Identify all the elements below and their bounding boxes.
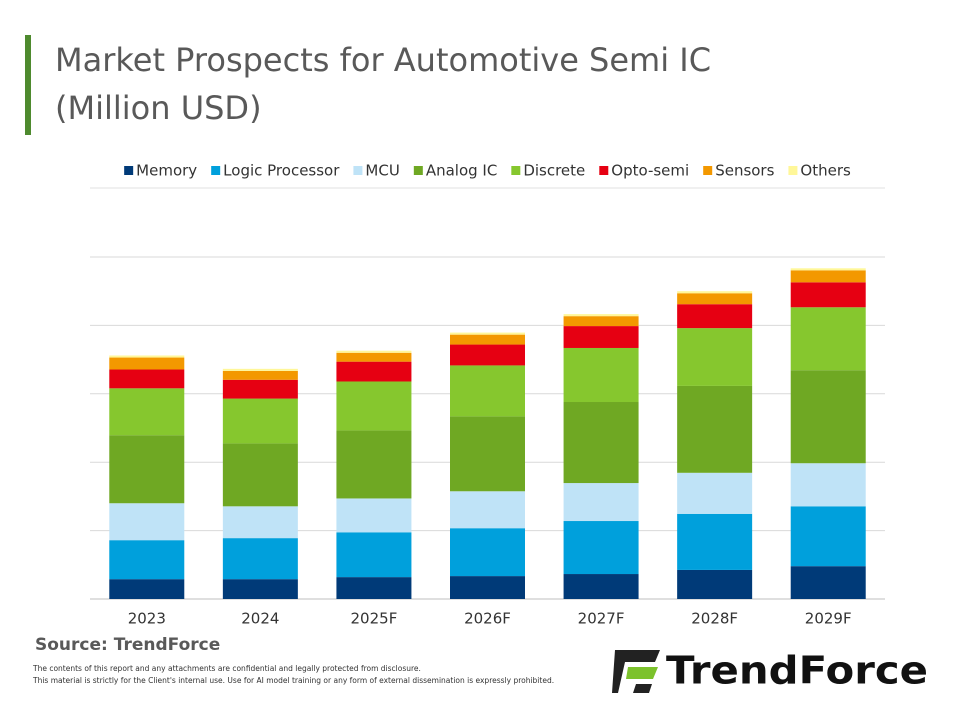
bar-segment bbox=[563, 402, 639, 484]
logo-icon bbox=[612, 650, 660, 693]
bar-segment bbox=[109, 355, 185, 358]
chart-title: Market Prospects for Automotive Semi IC … bbox=[55, 41, 712, 127]
title-accent bbox=[25, 35, 31, 135]
bar-segment bbox=[790, 463, 866, 507]
bar-segment bbox=[336, 577, 412, 599]
legend-label: Analog IC bbox=[426, 162, 498, 180]
bar-segment bbox=[450, 344, 525, 366]
bar-segment bbox=[336, 352, 412, 362]
legend-swatch bbox=[413, 166, 423, 175]
bar-segment bbox=[677, 569, 753, 599]
bar-segment bbox=[222, 368, 298, 371]
legend-swatch bbox=[599, 166, 609, 175]
bar-segment bbox=[563, 574, 639, 599]
x-tick-label: 2029F bbox=[805, 610, 852, 628]
bar-segment bbox=[677, 513, 753, 570]
bar-segment bbox=[336, 381, 412, 431]
x-tick-label: 2028F bbox=[691, 610, 738, 628]
legend-label: Discrete bbox=[523, 162, 585, 180]
bar-segment bbox=[109, 388, 185, 436]
legend-swatch bbox=[703, 166, 713, 175]
bar-segment bbox=[677, 385, 753, 473]
bar-segment bbox=[677, 472, 753, 514]
bar-segment bbox=[222, 370, 298, 380]
legend-label: Logic Processor bbox=[223, 162, 340, 180]
bar-segment bbox=[109, 579, 185, 599]
bar-segment bbox=[109, 435, 185, 504]
x-tick-label: 2023 bbox=[128, 610, 166, 628]
bar-segment bbox=[336, 532, 412, 578]
x-tick-label: 2026F bbox=[464, 610, 511, 628]
disclaimer-line: This material is strictly for the Client… bbox=[32, 676, 554, 685]
legend-swatch bbox=[788, 166, 798, 175]
bar-segment bbox=[109, 503, 185, 541]
bar-segment bbox=[563, 316, 639, 327]
bar-segment bbox=[790, 370, 866, 464]
source: Source: TrendForce bbox=[35, 635, 220, 655]
bar-segment bbox=[563, 326, 639, 348]
bar-segment bbox=[677, 328, 753, 386]
bar-segment bbox=[450, 365, 525, 417]
bar-segment bbox=[563, 521, 639, 575]
bar-segment bbox=[563, 314, 639, 317]
bar-segment bbox=[563, 483, 639, 522]
legend-label: Memory bbox=[136, 162, 197, 180]
bar-segment bbox=[790, 268, 866, 271]
bar-segment bbox=[336, 361, 412, 382]
legend-label: Others bbox=[800, 162, 851, 180]
logo-text: TrendForce bbox=[666, 649, 928, 693]
bar-segment bbox=[222, 506, 298, 539]
legend-swatch bbox=[211, 166, 221, 175]
disclaimer-line: The contents of this report and any atta… bbox=[32, 664, 421, 673]
bar-segment bbox=[222, 538, 298, 580]
bar-segment bbox=[677, 304, 753, 329]
bar-segment bbox=[222, 398, 298, 444]
legend-swatch bbox=[353, 166, 363, 175]
bar-segment bbox=[790, 566, 866, 599]
bar-segment bbox=[677, 293, 753, 305]
bar-segment bbox=[336, 350, 412, 353]
bar-segment bbox=[790, 270, 866, 283]
legend-swatch bbox=[511, 166, 521, 175]
x-tick-label: 2024 bbox=[241, 610, 279, 628]
bar-segment bbox=[790, 307, 866, 371]
bar-segment bbox=[109, 357, 185, 370]
bar-segment bbox=[222, 579, 298, 599]
legend-swatch bbox=[124, 166, 134, 175]
bar-segment bbox=[790, 282, 866, 308]
bar-segment bbox=[222, 443, 298, 507]
bar-segment bbox=[450, 416, 525, 492]
bar-segment bbox=[450, 334, 525, 345]
x-tick-label: 2025F bbox=[351, 610, 398, 628]
bar-segment bbox=[109, 540, 185, 580]
bar-segment bbox=[450, 528, 525, 577]
bar-segment bbox=[450, 332, 525, 335]
legend-label: MCU bbox=[365, 162, 399, 180]
bar-segment bbox=[336, 498, 412, 533]
bar-segment bbox=[450, 576, 525, 599]
legend-label: Opto-semi bbox=[611, 162, 689, 180]
bar-segment bbox=[563, 347, 639, 403]
bar-segment bbox=[677, 291, 753, 294]
bar-segment bbox=[109, 369, 185, 389]
bar-segment bbox=[336, 430, 412, 499]
x-tick-label: 2027F bbox=[578, 610, 625, 628]
bar-segment bbox=[790, 506, 866, 567]
legend-label: Sensors bbox=[715, 162, 774, 180]
bar-segment bbox=[222, 379, 298, 399]
bar-segment bbox=[450, 491, 525, 529]
